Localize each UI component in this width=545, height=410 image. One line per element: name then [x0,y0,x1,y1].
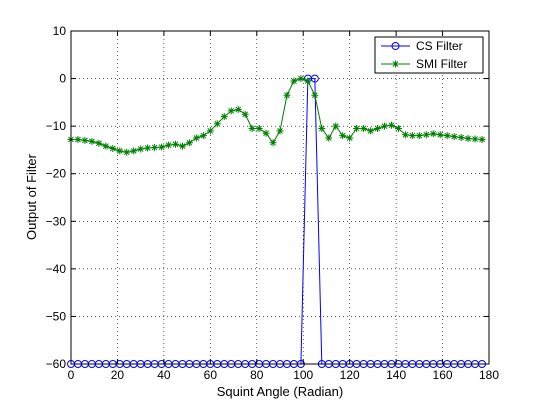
data-point [429,130,437,138]
data-point [415,132,423,140]
x-axis-label: Squint Angle (Radian) [217,384,343,399]
data-point [276,127,284,135]
data-point [144,144,152,152]
legend: CS Filter SMI Filter [374,36,484,74]
data-point [255,125,263,133]
x-tick-label: 60 [204,368,218,382]
data-point [297,75,305,83]
x-tick-label: 40 [157,368,171,382]
data-point [360,125,368,133]
data-point [199,132,207,140]
data-point [102,142,110,150]
data-point [367,127,375,135]
data-point [220,113,228,121]
y-tick-label: 10 [53,24,67,38]
grid [71,31,489,364]
data-point [172,140,179,148]
legend-label: SMI Filter [416,57,467,71]
y-tick-label: −60 [46,357,67,371]
data-point [151,144,159,152]
x-tick-label: 100 [293,368,313,382]
data-point [471,135,479,143]
data-point [137,145,145,153]
plot-frame [70,30,490,365]
data-point [192,134,200,142]
data-point [478,135,486,143]
x-tick-label: 160 [433,368,453,382]
data-point [81,136,89,144]
data-point [234,105,242,113]
y-tick-label: 0 [59,72,66,86]
data-point [392,60,399,68]
data-point [248,125,256,133]
data-point [241,110,249,118]
x-tick-label: 0 [68,368,75,382]
data-point [213,120,221,128]
y-tick-label: −40 [46,262,67,276]
data-point [332,122,340,130]
y-tick-label: −20 [46,167,67,181]
data-point [387,121,395,129]
y-tick-label: −50 [46,309,67,323]
y-axis-label: Output of Filter [24,153,39,240]
data-point [158,143,166,151]
x-tick-label: 20 [111,368,125,382]
x-tick-label: 140 [386,368,406,382]
legend-label: CS Filter [416,39,463,53]
data-point [450,133,458,141]
data-point [394,125,402,133]
data-point [422,131,430,139]
ticks: 0 20 40 60 80 100 120 140 160 180100−10−20−30−40−… [46,24,500,382]
data-point [408,132,416,140]
x-tick-label: 80 [250,368,264,382]
data-point [381,122,388,130]
data-point [290,77,298,85]
data-point [401,131,409,139]
data-point [391,42,400,50]
data-point [185,139,193,147]
data-point [353,125,361,133]
data-point [165,141,173,149]
data-point [436,131,444,139]
data-point [310,74,319,83]
series-smi-filter [67,75,486,156]
data-point [464,135,472,143]
data-point [311,91,319,99]
data-point [283,91,291,99]
data-point [443,132,451,140]
data-point [318,125,326,133]
plot-area [71,31,489,364]
x-tick-label: 120 [340,368,360,382]
data-point [109,145,117,153]
data-point [74,135,82,143]
legend-entry: SMI Filter [381,57,467,71]
data-point [95,139,103,147]
data-point [262,129,270,137]
data-point [178,142,186,150]
data-point [374,125,382,133]
data-point [88,137,96,145]
data-point [227,107,235,115]
x-tick-label: 180 [479,368,499,382]
y-tick-label: −10 [46,119,67,133]
data-point [206,127,214,135]
data-point [130,147,138,155]
y-tick-label: −30 [46,214,67,228]
data-point [304,77,312,85]
data-point [346,134,354,142]
data-point [457,134,465,142]
data-point [339,132,347,140]
data-point [116,147,124,155]
data-point [269,139,277,147]
data-point [123,148,131,156]
data-point [325,134,333,142]
legend-entry: CS Filter [381,39,463,53]
